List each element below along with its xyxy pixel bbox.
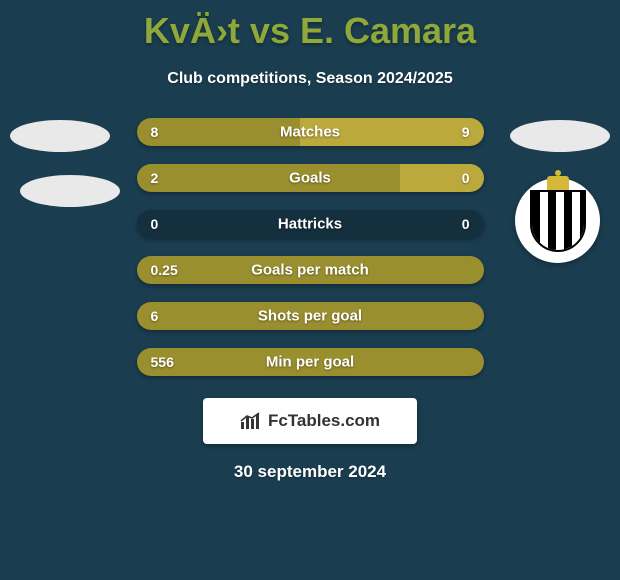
fctables-link[interactable]: FcTables.com: [203, 398, 417, 444]
subtitle: Club competitions, Season 2024/2025: [0, 70, 620, 88]
crown-icon: [547, 176, 569, 190]
bar-right-value: 0: [462, 216, 470, 232]
bar-goals-per-match: 0.25 Goals per match: [137, 256, 484, 284]
bar-shots-per-goal: 6 Shots per goal: [137, 302, 484, 330]
bar-center-label: Shots per goal: [258, 308, 362, 325]
bar-left-value: 0.25: [151, 262, 178, 278]
bar-center-label: Hattricks: [278, 216, 342, 233]
bar-left-value: 556: [151, 354, 174, 370]
bar-min-per-goal: 556 Min per goal: [137, 348, 484, 376]
bar-chart-icon: [240, 412, 262, 430]
team-right-badge-oval: [510, 120, 610, 152]
bar-goals: 2 Goals 0: [137, 164, 484, 192]
bar-center-label: Matches: [280, 124, 340, 141]
bar-left-value: 2: [151, 170, 159, 186]
bar-right-fill: [400, 164, 483, 192]
team-right-logo: [515, 178, 600, 263]
bar-left-value: 6: [151, 308, 159, 324]
shield-stripes-icon: [530, 190, 586, 252]
bar-matches: 8 Matches 9: [137, 118, 484, 146]
bar-left-value: 8: [151, 124, 159, 140]
bar-center-label: Goals per match: [251, 262, 369, 279]
team-left-badge-oval-1: [10, 120, 110, 152]
team-left-badge-oval-2: [20, 175, 120, 207]
bar-right-value: 9: [462, 124, 470, 140]
fctables-label: FcTables.com: [268, 411, 380, 431]
bar-center-label: Goals: [289, 170, 331, 187]
bar-left-fill: [137, 118, 300, 146]
bar-left-value: 0: [151, 216, 159, 232]
bar-center-label: Min per goal: [266, 354, 354, 371]
bar-right-value: 0: [462, 170, 470, 186]
bar-hattricks: 0 Hattricks 0: [137, 210, 484, 238]
bar-left-fill: [137, 164, 401, 192]
date-label: 30 september 2024: [0, 462, 620, 482]
page-title: KvÄ›t vs E. Camara: [0, 0, 620, 52]
